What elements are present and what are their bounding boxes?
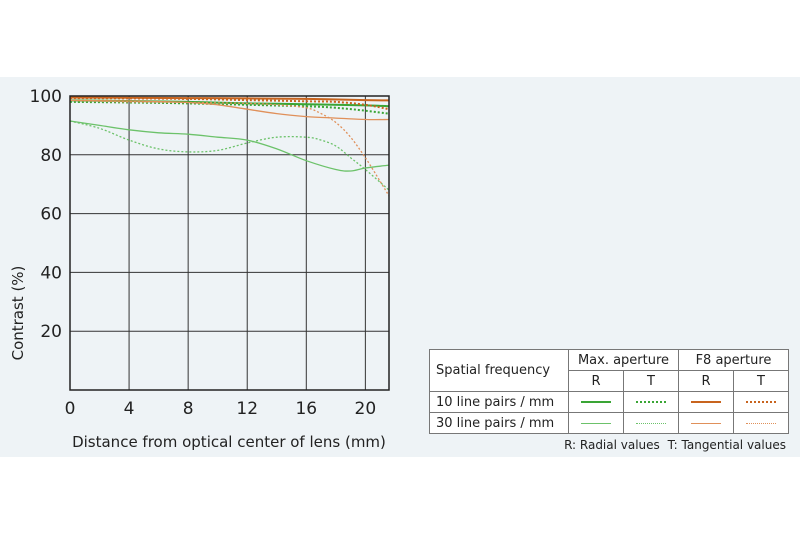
footnote: R: Radial values T: Tangential values <box>560 438 786 452</box>
y-tick-labels: 20 40 60 80 100 <box>30 87 62 342</box>
legend-line-30-f8-t <box>746 422 776 424</box>
legend-line-10-max-t <box>636 401 666 403</box>
legend-line-30-max-r <box>581 422 611 424</box>
legend-swatch-10-f8-t <box>733 391 789 413</box>
y-tick-label-20: 20 <box>40 322 62 342</box>
x-tick-label-4: 4 <box>124 399 135 419</box>
x-tick-label-20: 20 <box>355 399 377 419</box>
legend-table: Spatial frequency Max. aperture F8 apert… <box>429 349 789 434</box>
y-axis-title: Contrast (%) <box>9 266 27 361</box>
legend-row-30-label: 30 line pairs / mm <box>429 412 569 434</box>
series-line-max-30-t <box>69 120 390 191</box>
legend-swatch-30-max-t <box>623 412 679 434</box>
y-tick-label-40: 40 <box>40 263 62 283</box>
legend-f8-r-header: R <box>678 370 734 392</box>
legend-swatch-10-f8-r <box>678 391 734 413</box>
x-tick-labels: 0 4 8 12 16 20 <box>65 399 377 419</box>
footnote-radial: R: Radial values <box>564 438 660 452</box>
legend-line-30-f8-r <box>691 422 721 424</box>
mtf-chart: 0 4 8 12 16 20 20 40 60 80 100 Distance from opti… <box>9 87 390 451</box>
series-lines <box>69 96 390 197</box>
legend-max-aperture-header: Max. aperture <box>568 349 679 371</box>
legend-max-t-header: T <box>623 370 679 392</box>
legend-line-10-f8-r <box>691 401 721 403</box>
x-tick-label-16: 16 <box>295 399 317 419</box>
legend-f8-aperture-header: F8 aperture <box>678 349 789 371</box>
legend-swatch-30-max-r <box>568 412 624 434</box>
legend-row-10-label: 10 line pairs / mm <box>429 391 569 413</box>
series-line-f8-30-r <box>69 99 390 121</box>
x-tick-label-8: 8 <box>183 399 194 419</box>
series-line-f8-30-t <box>69 99 390 197</box>
series-line-max-30-r <box>69 120 390 172</box>
y-tick-label-100: 100 <box>30 87 62 107</box>
y-tick-label-60: 60 <box>40 205 62 225</box>
series-line-f8-10-r <box>69 96 390 102</box>
legend-swatch-30-f8-r <box>678 412 734 434</box>
y-tick-label-80: 80 <box>40 146 62 166</box>
x-tick-label-12: 12 <box>236 399 258 419</box>
plot-frame <box>69 95 390 391</box>
legend-swatch-10-max-r <box>568 391 624 413</box>
footnote-tangential: T: Tangential values <box>667 438 786 452</box>
legend-swatch-10-max-t <box>623 391 679 413</box>
legend-max-r-header: R <box>568 370 624 392</box>
x-axis-title: Distance from optical center of lens (mm… <box>72 433 386 451</box>
x-tick-label-0: 0 <box>65 399 76 419</box>
legend-line-30-max-t <box>636 422 666 424</box>
grid <box>70 95 389 390</box>
legend-line-10-f8-t <box>746 401 776 403</box>
legend-f8-t-header: T <box>733 370 789 392</box>
legend-swatch-30-f8-t <box>733 412 789 434</box>
legend-line-10-max-r <box>581 401 611 403</box>
series-line-f8-10-t <box>69 97 390 111</box>
legend-spatial-frequency-header: Spatial frequency <box>429 349 569 392</box>
